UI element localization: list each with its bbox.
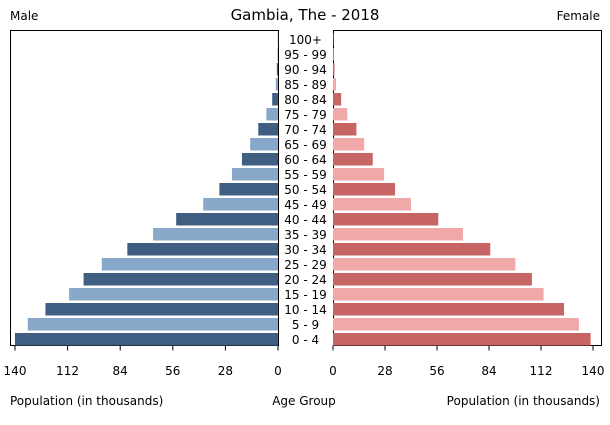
- female-bar-15-19: [333, 288, 544, 301]
- female-bar-90-94: [333, 63, 335, 76]
- male-axis-ticks: 0 28 56 84 112 140: [4, 345, 282, 378]
- female-axis-title: Population (in thousands): [447, 394, 600, 408]
- female-bar-60-64: [333, 153, 373, 166]
- male-bar-0-4: [15, 333, 278, 346]
- age-group-label: 30 - 34: [284, 243, 327, 257]
- male-tick-label: 112: [56, 364, 79, 378]
- age-axis-title: Age Group: [272, 394, 336, 408]
- male-bar-65-69: [250, 138, 278, 151]
- age-group-label: 0 - 4: [292, 333, 319, 347]
- age-group-label: 60 - 64: [284, 153, 327, 167]
- female-bar-30-34: [333, 243, 491, 256]
- male-bar-45-49: [203, 198, 278, 211]
- male-bar-55-59: [231, 168, 278, 181]
- female-tick-label: 140: [582, 364, 605, 378]
- age-group-label: 5 - 9: [292, 318, 319, 332]
- female-bar-0-4: [333, 333, 591, 346]
- age-group-label: 15 - 19: [284, 288, 327, 302]
- age-group-label: 25 - 29: [284, 258, 327, 272]
- male-bar-100plus: [277, 33, 279, 46]
- male-bar-85-89: [275, 78, 278, 91]
- male-bar-10-14: [45, 303, 278, 316]
- female-tick-label: 112: [530, 364, 553, 378]
- age-group-label: 40 - 44: [284, 213, 327, 227]
- female-bar-45-49: [333, 198, 411, 211]
- male-bars: [15, 33, 279, 346]
- age-group-label: 50 - 54: [284, 183, 327, 197]
- male-bar-35-39: [153, 228, 278, 241]
- female-bar-65-69: [333, 138, 365, 151]
- age-group-label: 80 - 84: [284, 93, 327, 107]
- male-tick-label: 0: [274, 364, 282, 378]
- age-group-label: 70 - 74: [284, 123, 327, 137]
- female-bar-85-89: [333, 78, 336, 91]
- age-group-label: 90 - 94: [284, 63, 327, 77]
- chart-title: Gambia, The - 2018: [231, 6, 380, 24]
- female-bars: [333, 33, 591, 346]
- male-bar-30-34: [127, 243, 279, 256]
- female-axis-ticks: 0 28 56 84 112 140: [329, 345, 605, 378]
- age-group-label: 85 - 89: [284, 78, 327, 92]
- male-bar-15-19: [69, 288, 278, 301]
- female-bar-25-29: [333, 258, 516, 271]
- male-tick-label: 140: [4, 364, 27, 378]
- age-group-label: 20 - 24: [284, 273, 327, 287]
- female-bar-55-59: [333, 168, 385, 181]
- female-bar-95-99: [333, 48, 334, 61]
- male-bar-5-9: [27, 318, 278, 331]
- female-tick-label: 0: [329, 364, 337, 378]
- age-group-label: 55 - 59: [284, 168, 327, 182]
- age-group-label: 100+: [289, 33, 322, 47]
- male-bar-50-54: [219, 183, 278, 196]
- female-bar-5-9: [333, 318, 579, 331]
- female-tick-label: 84: [481, 364, 496, 378]
- male-bar-20-24: [83, 273, 278, 286]
- female-label: Female: [557, 9, 600, 23]
- male-bar-40-44: [176, 213, 278, 226]
- age-group-label: 35 - 39: [284, 228, 327, 242]
- female-bar-40-44: [333, 213, 439, 226]
- age-group-label: 75 - 79: [284, 108, 327, 122]
- male-axis-title: Population (in thousands): [10, 394, 163, 408]
- female-bar-35-39: [333, 228, 463, 241]
- age-group-label: 10 - 14: [284, 303, 327, 317]
- female-bar-80-84: [333, 93, 342, 106]
- female-bar-75-79: [333, 108, 348, 121]
- male-bar-25-29: [101, 258, 278, 271]
- male-bar-75-79: [266, 108, 278, 121]
- male-tick-label: 28: [218, 364, 233, 378]
- male-bar-80-84: [272, 93, 278, 106]
- female-tick-label: 28: [377, 364, 392, 378]
- age-group-label: 65 - 69: [284, 138, 327, 152]
- female-bar-100plus: [333, 33, 334, 46]
- female-bar-10-14: [333, 303, 565, 316]
- female-tick-label: 56: [429, 364, 444, 378]
- female-bar-70-74: [333, 123, 357, 136]
- age-group-label: 45 - 49: [284, 198, 327, 212]
- male-bar-95-99: [277, 48, 278, 61]
- male-bar-60-64: [241, 153, 278, 166]
- male-bar-90-94: [276, 63, 278, 76]
- male-bar-70-74: [258, 123, 278, 136]
- female-bar-20-24: [333, 273, 532, 286]
- male-tick-label: 56: [165, 364, 180, 378]
- female-bar-50-54: [333, 183, 396, 196]
- age-group-label: 95 - 99: [284, 48, 327, 62]
- male-tick-label: 84: [113, 364, 128, 378]
- male-label: Male: [10, 9, 38, 23]
